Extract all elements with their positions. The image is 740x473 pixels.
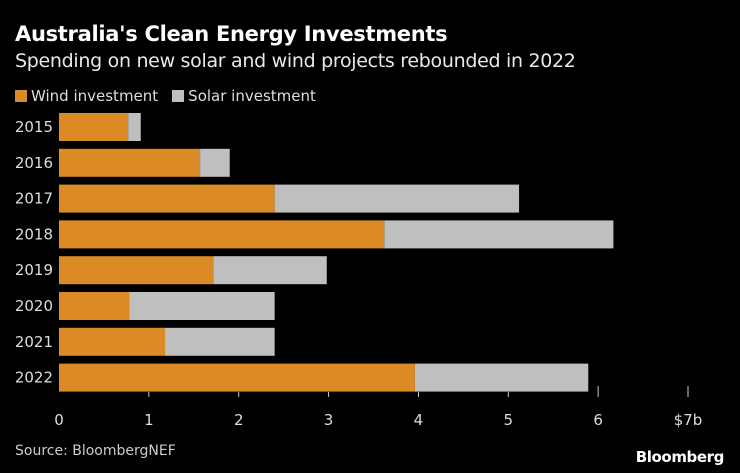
x-tick-label: 5: [504, 411, 514, 429]
x-tick-label: 6: [593, 411, 603, 429]
bar-solar-2017: [274, 184, 520, 213]
bar-wind-2020: [59, 292, 130, 320]
bar-solar-2022: [414, 363, 589, 392]
legend-label-solar: Solar investment: [188, 87, 316, 105]
legend: Wind investment Solar investment: [15, 87, 316, 105]
y-tick-label: 2020: [15, 297, 53, 315]
source-note: Source: BloombergNEF: [15, 443, 176, 459]
y-tick-label: 2019: [15, 261, 53, 279]
legend-item-solar: Solar investment: [172, 87, 316, 105]
x-tick-label: $7b: [674, 411, 703, 429]
y-tick-label: 2021: [15, 333, 53, 351]
bloomberg-logo: Bloomberg: [635, 448, 725, 466]
bar-solar-2019: [213, 256, 327, 285]
y-tick-label: 2015: [15, 118, 53, 136]
x-tick-label: 0: [54, 411, 64, 429]
y-tick-label: 2017: [15, 190, 53, 208]
x-tick-label: 3: [324, 411, 334, 429]
legend-swatch-solar: [172, 90, 185, 102]
bar-solar-2016: [200, 148, 230, 177]
bar-wind-2015: [59, 113, 129, 141]
legend-swatch-wind: [15, 90, 27, 102]
bar-wind-2021: [59, 327, 166, 356]
x-tick-label: 2: [234, 411, 244, 429]
x-tick-label: 4: [414, 411, 424, 429]
y-tick-label: 2018: [15, 225, 53, 243]
bar-wind-2022: [59, 363, 415, 392]
chart-subtitle: Spending on new solar and wind projects …: [15, 50, 576, 72]
y-tick-label: 2022: [15, 369, 53, 387]
bar-solar-2020: [129, 292, 275, 320]
bar-wind-2018: [59, 220, 385, 249]
bar-wind-2016: [59, 148, 201, 177]
x-tick-label: 1: [144, 411, 154, 429]
bar-wind-2019: [59, 256, 214, 285]
bar-solar-2018: [384, 220, 614, 249]
legend-item-wind: Wind investment: [15, 87, 158, 105]
legend-label-wind: Wind investment: [31, 87, 159, 105]
bar-wind-2017: [59, 184, 275, 213]
bar-solar-2015: [128, 113, 141, 141]
chart-title: Australia's Clean Energy Investments: [15, 22, 448, 46]
y-tick-label: 2016: [15, 154, 53, 172]
bar-solar-2021: [165, 327, 275, 356]
